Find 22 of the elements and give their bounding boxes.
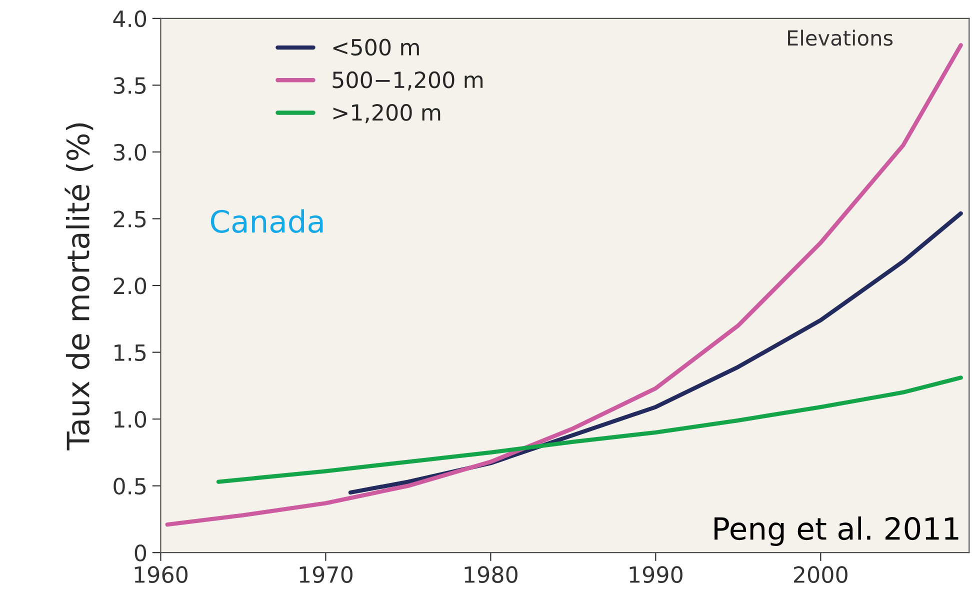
x-tick-label: 1980 xyxy=(464,566,518,583)
y-axis-title: Taux de mortalité (%) xyxy=(64,123,94,450)
y-tick-label: 1.0 xyxy=(114,411,146,428)
y-tick-label: 0 xyxy=(134,544,146,562)
legend-label: <500 m xyxy=(333,38,419,56)
y-tick-label: 2.0 xyxy=(114,277,146,294)
y-tick-label: 1.5 xyxy=(114,344,146,362)
y-tick-label: 0.5 xyxy=(114,478,146,495)
legend-label: 500−1,200 m xyxy=(332,71,483,91)
y-tick-label: 3.0 xyxy=(114,144,146,161)
y-tick-label: 2.5 xyxy=(114,210,146,228)
x-tick-label: 1990 xyxy=(630,566,682,583)
annotation: Canada xyxy=(210,209,323,233)
legend-label: >1,200 m xyxy=(333,104,440,124)
x-tick-label: 1970 xyxy=(300,566,352,583)
x-tick-label: 2000 xyxy=(794,566,848,583)
legend-title: Elevations xyxy=(788,30,893,46)
x-tick-label: 1960 xyxy=(134,566,188,583)
annotation: Peng et al. 2011 xyxy=(714,516,958,546)
line-series xyxy=(216,376,963,484)
y-tick-label: 4.0 xyxy=(113,10,146,28)
y-tick-label: 3.5 xyxy=(114,77,146,94)
